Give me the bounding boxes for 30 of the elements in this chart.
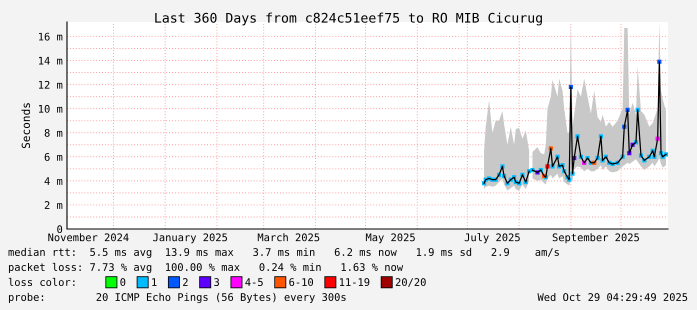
y-tick-label: 10 m: [39, 104, 62, 113]
legend-title: loss color:: [8, 278, 74, 286]
x-tick-label: November 2024: [48, 233, 129, 242]
text: packet loss: 7.73 % avg 100.00 % max 0.24 % min 1.63 % now: [8, 262, 404, 274]
legend-label: 3: [214, 278, 220, 286]
legend-label: 0: [120, 278, 126, 286]
text: median rtt: 5.5 ms avg 13.9 ms max 3.7 ms min 6.2 ms now 1.9 ms sd 2.9 am/s: [8, 248, 559, 258]
legend-label: 6-10: [289, 278, 314, 286]
y-axis-title: Seconds: [21, 103, 30, 148]
x-tick-label: March 2025: [258, 233, 320, 242]
legend-label: 20/20: [396, 278, 426, 287]
y-tick-label: 2 m: [44, 201, 62, 209]
legend-label: 2: [183, 278, 188, 286]
legend-label: 1: [152, 278, 157, 286]
y-tick-label: 4 m: [44, 177, 62, 185]
x-tick-label: September 2025: [552, 233, 639, 244]
y-tick-label: 6 m: [44, 153, 62, 161]
y-tick-label: 16 m: [39, 32, 62, 41]
x-tick-label: January 2025: [153, 233, 228, 244]
y-tick-label: 14 m: [39, 56, 62, 64]
y-tick-label: 0: [57, 225, 62, 234]
text: probe: 20 ICMP Echo Pings (56 Bytes) every 300s: [8, 292, 346, 304]
x-tick-label: July 2025: [464, 233, 520, 244]
legend-label: 4-5: [245, 278, 263, 286]
y-tick-label: 8 m: [44, 128, 62, 137]
x-tick-label: May 2025: [366, 233, 415, 244]
chart-title: Last 360 Days from c824c51eef75 to RO MIB Cicurug: [155, 12, 542, 26]
y-tick-label: 12 m: [39, 80, 62, 89]
text: Wed Oct 29 04:29:49 2025: [537, 292, 688, 302]
legend-label: 11-19: [340, 278, 370, 286]
